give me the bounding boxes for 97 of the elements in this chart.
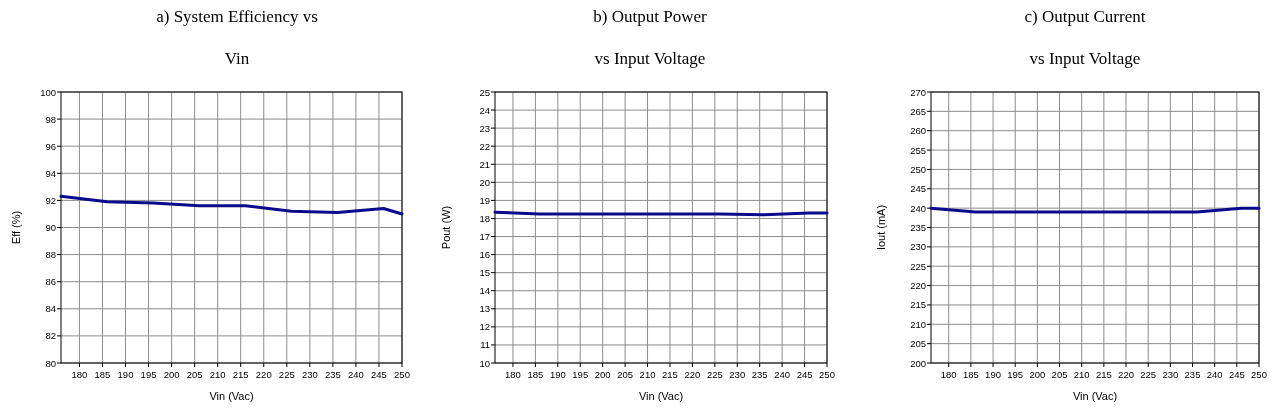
y-tick-label: 21 [479,158,490,170]
x-axis-title: Vin (Vac) [209,390,254,402]
y-tick-label: 16 [479,249,490,261]
y-tick-label: 98 [45,113,56,125]
y-tick-label: 18 [479,212,490,224]
y-tick-label: 22 [479,140,490,152]
y-tick-label: 14 [479,285,490,297]
x-tick-label: 185 [527,369,544,380]
y-tick-label: 11 [480,339,490,351]
x-tick-label: 205 [186,369,203,380]
y-tick-label: 17 [479,231,490,243]
x-tick-label: 245 [1228,369,1245,380]
x-tick-label: 235 [1184,369,1201,380]
y-axis-title: Eff (%) [10,210,22,245]
y-tick-label: 100 [40,86,56,98]
y-tick-label: 215 [910,299,926,311]
x-tick-label: 190 [985,369,1001,380]
x-tick-label: 215 [662,369,678,380]
y-tick-label: 88 [45,249,56,261]
y-tick-label: 12 [479,321,490,333]
x-tick-label: 200 [163,369,180,380]
x-tick-label: 225 [278,369,295,380]
x-tick-label: 250 [819,369,835,380]
y-tick-label: 230 [910,241,926,253]
y-tick-label: 25 [479,86,490,98]
y-tick-label: 250 [910,163,926,175]
y-axis-title: Pout (W) [440,205,452,250]
x-tick-label: 220 [1118,369,1134,380]
x-tick-label: 240 [774,369,791,380]
y-tick-label: 94 [45,167,56,179]
chart-title: c) Output Current vs Input Voltage [1024,7,1146,68]
x-tick-label: 210 [639,369,656,380]
x-tick-label: 250 [1251,369,1267,380]
y-tick-label: 84 [45,303,56,315]
x-tick-label: 245 [796,369,813,380]
y-axis-title: Iout (mA) [875,204,887,251]
chart-title: a) System Efficiency vs Vin [156,7,318,68]
x-tick-label: 200 [1029,369,1046,380]
x-axis-title: Vin (Vac) [1072,390,1118,402]
x-tick-label: 245 [371,369,387,380]
x-tick-label: 205 [617,369,634,380]
y-tick-label: 270 [910,86,926,98]
x-tick-label: 240 [1206,369,1223,380]
x-tick-label: 250 [394,369,410,380]
x-tick-label: 180 [505,369,521,380]
x-tick-label: 240 [347,369,364,380]
x-tick-label: 225 [1140,369,1157,380]
y-tick-label: 220 [910,280,926,292]
x-tick-label: 230 [1162,369,1179,380]
x-tick-label: 230 [729,369,746,380]
y-tick-label: 240 [910,202,926,214]
x-tick-label: 205 [1051,369,1068,380]
x-tick-label: 190 [117,369,134,380]
y-tick-label: 255 [910,144,926,156]
y-tick-label: 24 [479,104,490,116]
x-tick-label: 185 [962,369,979,380]
x-tick-label: 235 [324,369,341,380]
y-tick-label: 245 [910,183,926,195]
x-tick-label: 235 [751,369,768,380]
x-tick-label: 225 [706,369,723,380]
y-tick-label: 19 [479,194,490,206]
x-tick-label: 210 [209,369,226,380]
y-tick-label: 82 [45,330,56,342]
y-tick-label: 260 [910,125,926,137]
x-tick-label: 215 [1095,369,1112,380]
x-tick-label: 190 [549,369,566,380]
line-series [59,194,404,216]
y-tick-label: 20 [479,176,490,188]
y-tick-label: 205 [910,338,926,350]
y-tick-label: 13 [479,303,490,315]
chart-title: b) Output Power vs Input Voltage [593,7,707,68]
x-tick-label: 180 [71,369,88,380]
x-tick-label: 210 [1073,369,1090,380]
x-tick-label: 220 [684,369,701,380]
y-tick-label: 23 [479,122,490,134]
x-tick-label: 185 [94,369,111,380]
y-tick-label: 80 [45,357,56,369]
x-tick-label: 220 [255,369,272,380]
y-tick-label: 200 [910,357,926,369]
y-tick-label: 210 [910,318,926,330]
y-tick-label: 92 [45,194,56,206]
x-tick-label: 180 [940,369,957,380]
x-tick-label: 215 [232,369,249,380]
y-tick-label: 15 [479,267,490,279]
y-tick-label: 10 [479,357,490,369]
y-tick-label: 96 [45,140,56,152]
y-tick-label: 225 [910,260,926,272]
y-tick-label: 90 [45,222,56,233]
x-tick-label: 200 [594,369,611,380]
y-tick-label: 265 [910,105,926,117]
x-tick-label: 195 [1007,369,1024,380]
x-axis-title: Vin (Vac) [638,390,684,402]
x-tick-label: 230 [301,369,318,380]
x-tick-label: 195 [572,369,589,380]
y-tick-label: 235 [910,222,926,233]
x-tick-label: 195 [140,369,157,380]
y-tick-label: 86 [45,276,56,288]
